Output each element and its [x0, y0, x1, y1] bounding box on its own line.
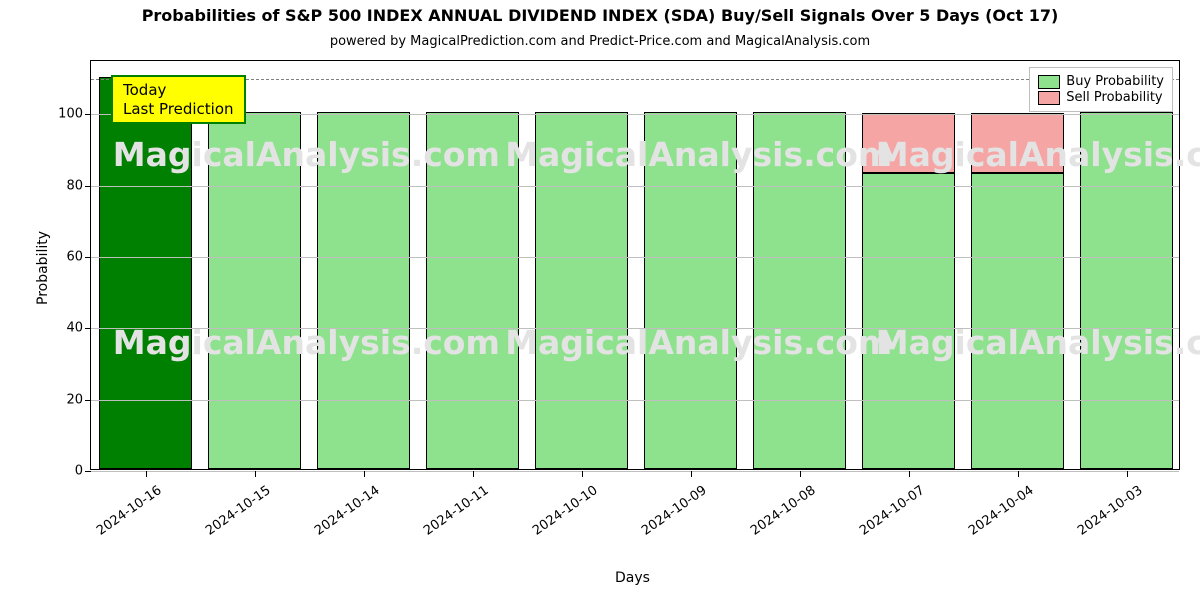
today-annotation-line2: Last Prediction	[123, 100, 234, 119]
x-tick-mark	[800, 471, 801, 477]
gridline	[91, 400, 1179, 401]
plot-area: Today Last Prediction Buy ProbabilitySel…	[90, 60, 1180, 470]
legend-item: Sell Probability	[1038, 90, 1164, 105]
y-tick-mark	[85, 114, 91, 115]
gridline	[91, 114, 1179, 115]
bar-slot	[971, 61, 1064, 469]
buy-bar	[753, 112, 846, 469]
bar-slot	[862, 61, 955, 469]
buy-bar	[971, 173, 1064, 469]
gridline	[91, 328, 1179, 329]
legend-label: Buy Probability	[1066, 74, 1164, 89]
x-tick-label: 2024-10-03	[1063, 483, 1145, 547]
legend-item: Buy Probability	[1038, 74, 1164, 89]
chart-subtitle: powered by MagicalPrediction.com and Pre…	[0, 34, 1200, 49]
legend-label: Sell Probability	[1066, 90, 1162, 105]
bar-slot	[753, 61, 846, 469]
x-axis-label: Days	[615, 570, 650, 586]
legend: Buy ProbabilitySell Probability	[1029, 67, 1173, 112]
gridline	[91, 257, 1179, 258]
buy-bar	[99, 77, 192, 469]
bars-container	[91, 61, 1179, 469]
y-tick-mark	[85, 186, 91, 187]
reference-line	[91, 79, 1179, 80]
x-tick-mark	[1018, 471, 1019, 477]
y-tick-mark	[85, 328, 91, 329]
x-tick-label: 2024-10-14	[300, 483, 382, 547]
chart-title: Probabilities of S&P 500 INDEX ANNUAL DI…	[0, 6, 1200, 25]
buy-bar	[1080, 112, 1173, 469]
buy-bar	[208, 112, 301, 469]
buy-bar	[535, 112, 628, 469]
x-tick-label: 2024-10-15	[191, 483, 273, 547]
sell-bar	[971, 113, 1064, 174]
bar-slot	[317, 61, 410, 469]
x-tick-mark	[364, 471, 365, 477]
bar-slot	[1080, 61, 1173, 469]
gridline	[91, 186, 1179, 187]
x-tick-mark	[146, 471, 147, 477]
y-tick-mark	[85, 400, 91, 401]
x-tick-mark	[1127, 471, 1128, 477]
x-tick-mark	[255, 471, 256, 477]
y-axis-label: Probability	[35, 231, 51, 305]
x-tick-mark	[691, 471, 692, 477]
x-tick-label: 2024-10-11	[409, 483, 491, 547]
x-tick-label: 2024-10-16	[82, 483, 164, 547]
x-tick-label: 2024-10-10	[518, 483, 600, 547]
y-tick-mark	[85, 257, 91, 258]
legend-swatch	[1038, 75, 1060, 89]
x-tick-mark	[473, 471, 474, 477]
buy-bar	[317, 112, 410, 469]
x-tick-label: 2024-10-08	[736, 483, 818, 547]
today-annotation-line1: Today	[123, 81, 234, 100]
x-tick-label: 2024-10-09	[627, 483, 709, 547]
y-tick-mark	[85, 471, 91, 472]
sell-bar	[862, 113, 955, 174]
buy-bar	[862, 173, 955, 469]
chart-root: Probabilities of S&P 500 INDEX ANNUAL DI…	[0, 0, 1200, 600]
buy-bar	[644, 112, 737, 469]
buy-bar	[426, 112, 519, 469]
x-tick-mark	[582, 471, 583, 477]
x-tick-label: 2024-10-07	[845, 483, 927, 547]
legend-swatch	[1038, 91, 1060, 105]
x-tick-label: 2024-10-04	[954, 483, 1036, 547]
bar-slot	[426, 61, 519, 469]
bar-slot	[644, 61, 737, 469]
bar-slot	[535, 61, 628, 469]
today-annotation: Today Last Prediction	[111, 75, 246, 125]
x-tick-mark	[909, 471, 910, 477]
